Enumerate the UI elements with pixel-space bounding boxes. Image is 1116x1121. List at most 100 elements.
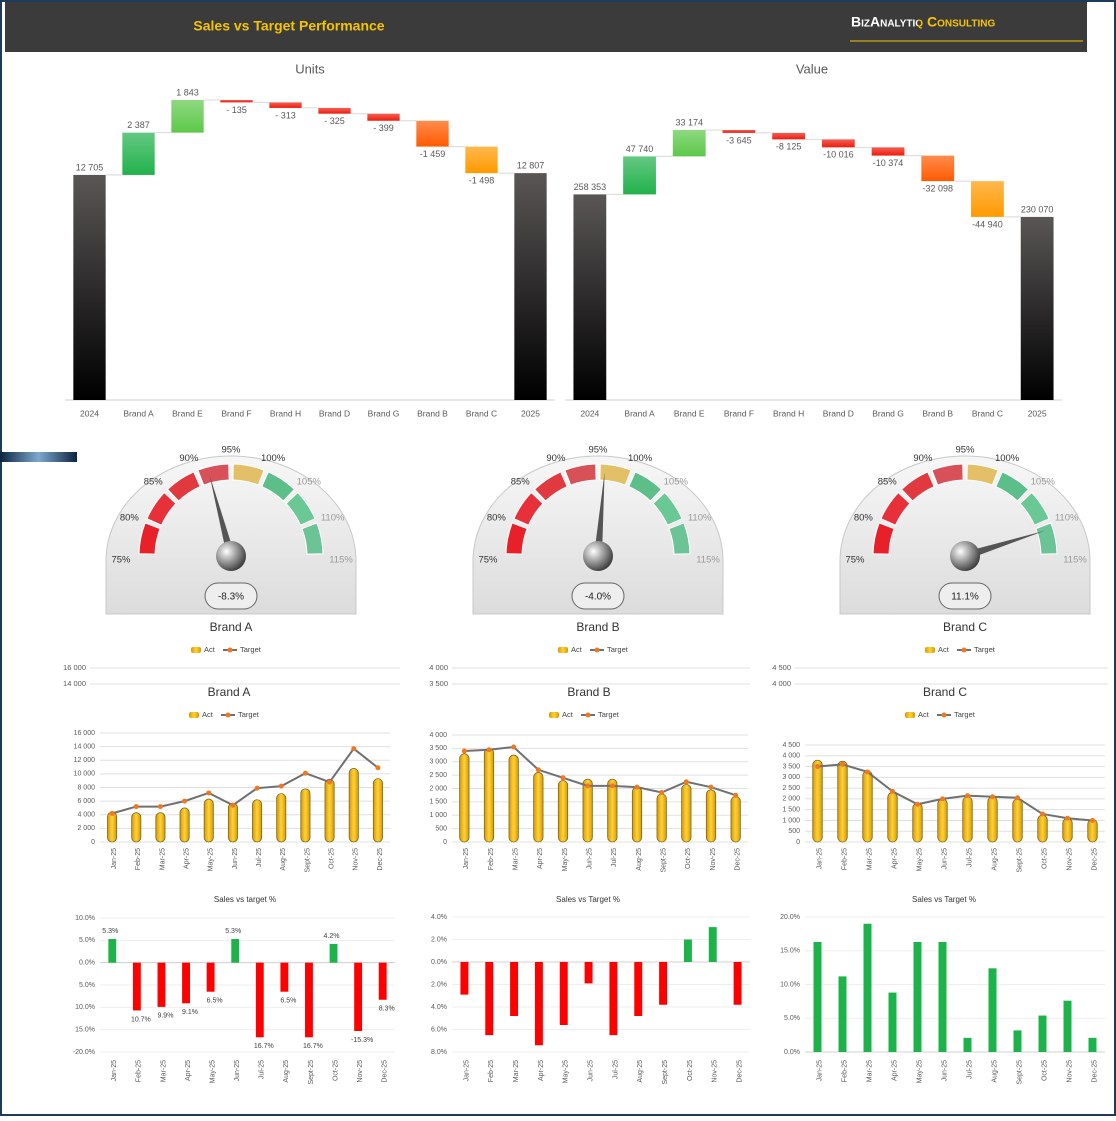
y-tick-label: 6.0%	[431, 1026, 447, 1033]
act-bar	[862, 770, 873, 843]
target-marker	[915, 801, 920, 807]
value-label: 6.5%	[207, 998, 223, 1005]
gauge-tick-label: 115%	[696, 555, 720, 566]
target-marker	[1090, 817, 1095, 823]
change-bar	[772, 132, 806, 140]
gauge-band	[900, 471, 935, 502]
chart-title: Brand A	[208, 685, 251, 699]
x-tick-label: Jan-25	[111, 1060, 118, 1082]
x-tick-label: May-25	[916, 848, 923, 871]
act-bar	[1037, 814, 1048, 843]
x-tick-label: Apr-25	[891, 1060, 898, 1081]
x-tick-label: Aug-25	[637, 1060, 644, 1083]
x-tick-label: Brand B	[922, 408, 953, 418]
value-label: 1 843	[176, 87, 199, 97]
change-bar	[722, 130, 756, 133]
gauge-band	[533, 471, 568, 502]
x-tick-label: Feb-25	[136, 1060, 143, 1082]
x-tick-label: May-25	[208, 848, 215, 871]
x-tick-label: 2024	[80, 408, 99, 418]
x-tick-label: Jun-25	[587, 848, 594, 870]
gauge-tick-label: 110%	[1055, 512, 1079, 523]
total-bar	[73, 174, 106, 400]
bar	[659, 962, 668, 1005]
value-label: 12 705	[76, 162, 104, 172]
bar	[510, 962, 519, 1016]
y-tick-label: 0	[443, 839, 447, 846]
value-label: 10.7%	[131, 1016, 151, 1023]
y-tick-label: 4 500	[782, 742, 800, 749]
act-bar	[812, 759, 823, 843]
x-tick-label: Oct-25	[1041, 1060, 1048, 1081]
x-tick-label: Jan-25	[816, 848, 823, 870]
y-tick-label: 3 500	[782, 763, 800, 770]
gauge-tick-label: 110%	[321, 512, 345, 523]
act-bar	[730, 796, 741, 843]
x-tick-label: Dec-25	[735, 848, 742, 871]
gauge-band	[652, 491, 683, 526]
x-tick-label: Mar-25	[513, 1060, 520, 1082]
target-marker	[535, 767, 541, 773]
target-marker	[230, 802, 236, 808]
x-tick-label: Dec-25	[1091, 1060, 1098, 1083]
legend-swatch	[925, 647, 935, 653]
bar	[1088, 1037, 1097, 1052]
x-tick-label: Aug-25	[283, 1060, 290, 1083]
bar	[988, 968, 997, 1052]
change-bar	[623, 156, 656, 195]
y-tick-label: 4 000	[429, 663, 448, 672]
x-tick-label: Jun-25	[232, 848, 239, 870]
value-label: -44 940	[972, 219, 1003, 229]
x-tick-label: Oct-25	[328, 848, 335, 869]
value-label: 230 070	[1021, 204, 1054, 214]
gauge-tick-label: 85%	[144, 477, 164, 488]
gauge-band	[197, 463, 230, 486]
chart-title: Value	[796, 61, 828, 76]
x-tick-label: Oct-25	[1041, 848, 1048, 869]
gauge-tick-label: 80%	[487, 512, 507, 523]
y-tick-label: 6 000	[77, 798, 95, 805]
x-tick-label: Jan-25	[816, 1060, 823, 1082]
brand-name: BizAnalytiq Consulting	[851, 14, 995, 30]
target-marker	[840, 761, 845, 767]
x-tick-label: Jan-25	[463, 848, 470, 870]
x-tick-label: Brand E	[172, 408, 203, 418]
x-tick-label: Nov-25	[1066, 1060, 1073, 1083]
header-title: Sales vs Target Performance	[193, 18, 384, 34]
gauge-value: -8.3%	[218, 592, 244, 603]
x-tick-label: Brand D	[319, 408, 350, 418]
y-tick-label: 4 000	[782, 753, 800, 760]
bar	[1038, 1015, 1047, 1052]
y-tick-label: 4.0%	[431, 1004, 447, 1011]
value-label: 33 174	[675, 117, 703, 127]
gauge-band	[628, 471, 663, 502]
x-tick-label: 2024	[580, 408, 599, 418]
chart-title: Sales vs target %	[214, 895, 276, 904]
x-tick-label: 2025	[521, 408, 540, 418]
gauge-tick-label: 100%	[995, 453, 1020, 464]
gauge-tick-label: 85%	[511, 477, 531, 488]
value-label: - 325	[324, 116, 345, 126]
chart-title: Brand B	[567, 685, 610, 699]
y-tick-label: 2 000	[429, 785, 447, 792]
target-marker	[560, 775, 566, 781]
x-tick-label: Aug-25	[636, 848, 643, 871]
target-marker	[1040, 811, 1045, 817]
bar	[157, 962, 166, 1007]
legend-dot	[594, 647, 600, 653]
gauge-tick-label: 110%	[688, 512, 712, 523]
bar	[708, 927, 717, 962]
y-tick-label: 0	[796, 839, 800, 846]
gauge-band	[301, 522, 324, 555]
x-tick-label: Jul-25	[259, 1060, 266, 1079]
act-bar	[276, 793, 287, 843]
x-tick-label: 2025	[1028, 408, 1047, 418]
target-marker	[890, 788, 895, 794]
gauge-needle	[209, 474, 235, 558]
target-marker	[609, 783, 615, 789]
change-bar	[367, 113, 400, 121]
bar	[1063, 1000, 1072, 1052]
target-marker	[940, 796, 945, 802]
gauge-band	[261, 471, 296, 502]
